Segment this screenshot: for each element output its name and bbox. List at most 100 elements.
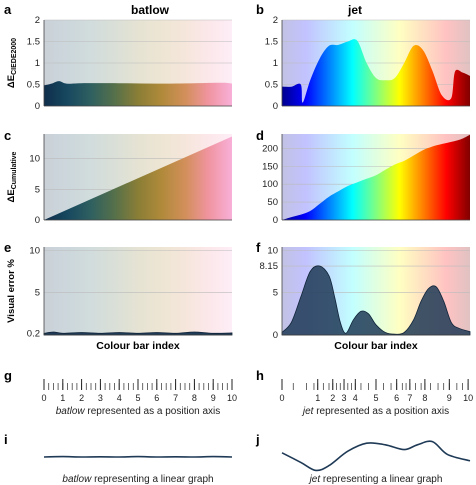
position-tick-label: 3: [98, 393, 103, 403]
x-axis-label-e: Colour bar index: [96, 340, 180, 352]
y-axis-label-a: ΔECIEDE2000: [6, 38, 18, 88]
y-tick-label: 10: [29, 245, 40, 256]
panel-label-d: d: [256, 128, 264, 143]
caption-colormap-name: batlow: [62, 474, 92, 485]
chart-panel-a: 0 0.5 1 1.5 2 ΔECIEDE2000: [6, 15, 232, 112]
y-tick-label: 50: [267, 197, 278, 208]
colormap-background-e: [44, 247, 232, 335]
y-tick-label: 0: [273, 101, 278, 112]
y-tick-label: 10: [267, 245, 278, 256]
x-axis-label-f: Colour bar index: [334, 340, 418, 352]
y-tick-label: 10: [29, 154, 40, 165]
chart-panel-b: 0 0.5 1 1.5 2: [265, 15, 470, 112]
y-axis-label-main: ΔE: [6, 75, 17, 88]
caption-g: batlow represented as a position axis: [56, 406, 221, 417]
y-tick-label: 1: [35, 58, 40, 69]
y-axis-label-sub: Cumulative: [11, 151, 18, 189]
data-area-c: [44, 136, 232, 220]
position-tick-label: 10: [463, 393, 473, 403]
position-tick-label: 0: [279, 393, 284, 403]
data-area-b: [282, 39, 470, 107]
caption-text: represented as a position axis: [85, 406, 221, 417]
y-tick-label: 200: [262, 143, 278, 154]
chart-panel-f: 0 5 8.15 10 Colour bar index: [260, 245, 471, 352]
y-tick-label: 0: [35, 101, 40, 112]
data-area-e: [43, 331, 233, 336]
panel-label-i: i: [4, 432, 8, 447]
panel-label-h: h: [256, 368, 264, 383]
position-tick-label: 9: [447, 393, 452, 403]
position-tick-label: 6: [394, 393, 399, 403]
chart-panel-h: 0 1 2 3 4 5 6 7 8 9 10 jet represented as a positio…: [279, 379, 473, 417]
y-tick-label: 5: [35, 184, 40, 195]
panel-label-a: a: [4, 2, 12, 17]
y-tick-label: 100: [262, 179, 278, 190]
panels-layer: 00.511.52ΔECIEDE200000.511.520510ΔECumul…: [6, 15, 473, 485]
y-tick-label: 8.15: [260, 261, 279, 272]
position-tick-label: 5: [135, 393, 140, 403]
y-tick-label: 1.5: [27, 37, 40, 48]
data-area-a: [44, 81, 232, 106]
data-area-d: [282, 134, 470, 220]
panel-label-c: c: [4, 128, 11, 143]
panel-label-g: g: [4, 368, 12, 383]
position-tick-label: 6: [154, 393, 159, 403]
position-tick-label: 3: [342, 393, 347, 403]
position-tick-label: 4: [353, 393, 358, 403]
data-line-j: [281, 440, 471, 472]
y-tick-label: 0: [273, 330, 278, 341]
position-tick-label: 1: [60, 393, 65, 403]
caption-i: batlow representing a linear graph: [62, 474, 213, 485]
caption-j: jet representing a linear graph: [308, 474, 443, 485]
caption-colormap-name: jet: [308, 474, 322, 485]
caption-text: representing a linear graph: [91, 474, 213, 485]
column-title-jet: jet: [347, 3, 362, 17]
y-axis-label-main: Visual error %: [6, 259, 17, 323]
position-tick-label: 7: [173, 393, 178, 403]
position-tick-label: 4: [117, 393, 122, 403]
position-tick-label: 10: [227, 393, 237, 403]
panel-label-f: f: [256, 240, 261, 255]
y-tick-label: 150: [262, 161, 278, 172]
y-axis-label-sub: CIEDE2000: [11, 38, 18, 75]
chart-panel-g: 0 1 2 3 4 5 6 7 8 9 10 batlow represented as a posi…: [41, 379, 237, 417]
chart-panel-j: jet representing a linear graph: [281, 440, 471, 485]
y-axis-label-e: Visual error %: [6, 259, 17, 323]
chart-panel-d: 0 50 100 150 200: [262, 134, 470, 226]
caption-text: representing a linear graph: [320, 474, 442, 485]
position-tick-label: 9: [211, 393, 216, 403]
y-tick-label: 0.5: [27, 80, 40, 91]
y-tick-label: 1.5: [265, 37, 278, 48]
panel-label-j: j: [255, 432, 260, 447]
y-tick-label: 2: [35, 15, 40, 26]
position-tick-label: 7: [407, 393, 412, 403]
position-tick-label: 2: [79, 393, 84, 403]
y-axis-label-c: ΔECumulative: [6, 151, 18, 202]
position-tick-label: 8: [422, 393, 427, 403]
y-tick-label: 0.2: [27, 328, 40, 339]
caption-h: jet represented as a position axis: [301, 406, 449, 417]
y-tick-label: 0: [273, 215, 278, 226]
caption-colormap-name: jet: [301, 406, 315, 417]
caption-text: represented as a position axis: [313, 406, 449, 417]
chart-panel-c: 0 5 10 ΔECumulative: [6, 134, 232, 226]
panel-label-b: b: [256, 2, 264, 17]
position-tick-label: 5: [373, 393, 378, 403]
column-title-batlow: batlow: [131, 3, 170, 17]
chart-panel-i: batlow representing a linear graph: [43, 455, 233, 485]
position-tick-label: 2: [330, 393, 335, 403]
position-tick-label: 0: [41, 393, 46, 403]
data-area-f: [281, 265, 471, 336]
y-tick-label: 0: [35, 215, 40, 226]
y-tick-label: 2: [273, 15, 278, 26]
y-tick-label: 1: [273, 58, 278, 69]
y-tick-label: 0.5: [265, 80, 278, 91]
chart-panel-e: 0.2 5 10 Visual error % Colour bar index: [6, 245, 233, 352]
panel-label-e: e: [4, 240, 11, 255]
y-tick-label: 5: [273, 288, 278, 299]
position-tick-label: 8: [192, 393, 197, 403]
caption-colormap-name: batlow: [56, 406, 86, 417]
y-tick-label: 5: [35, 288, 40, 299]
y-axis-label-main: ΔE: [6, 189, 17, 202]
